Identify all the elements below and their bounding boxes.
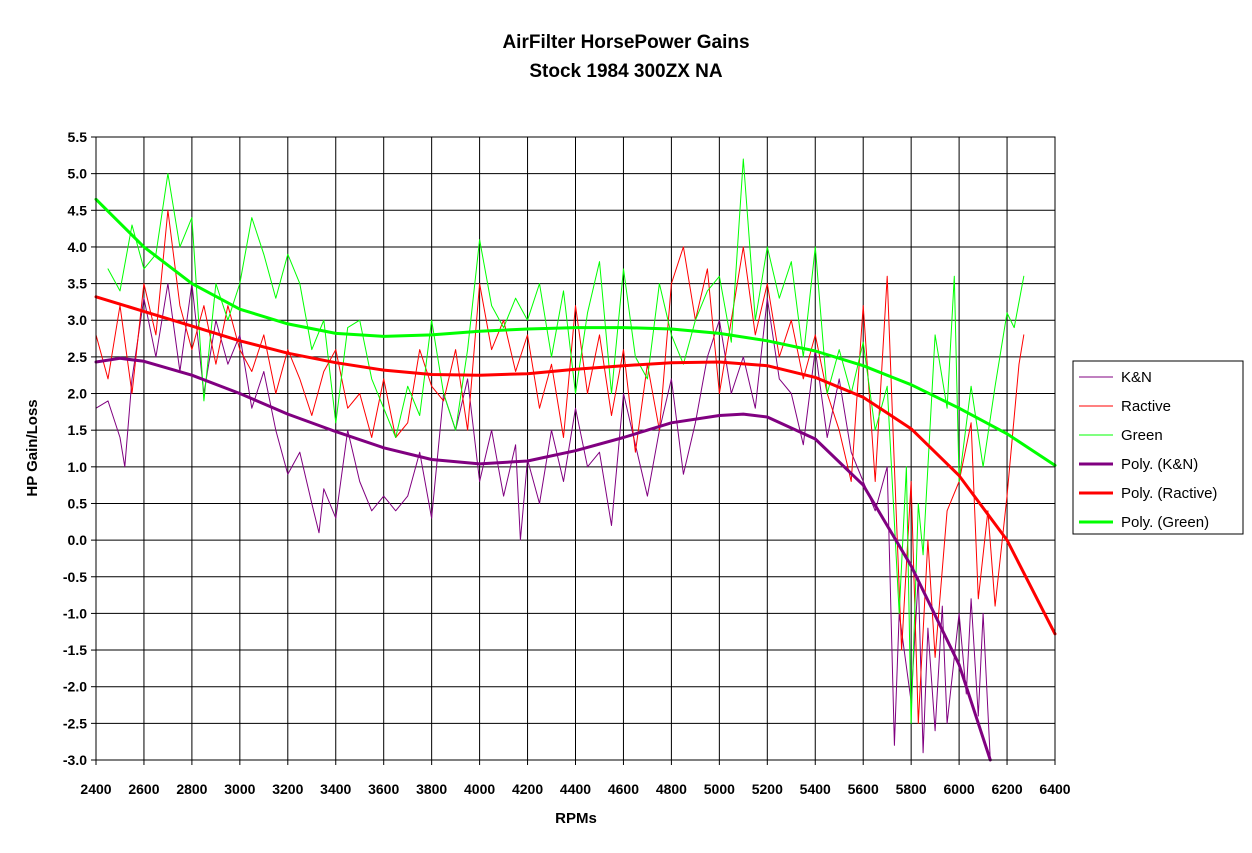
y-tick-label: 2.5: [68, 349, 88, 365]
x-tick-label: 5200: [752, 781, 783, 797]
legend-box: [1072, 360, 1244, 535]
y-tick-label: 5.0: [68, 166, 88, 182]
x-tick-label: 4000: [464, 781, 495, 797]
x-tick-label: 4800: [656, 781, 687, 797]
x-tick-label: 2600: [128, 781, 159, 797]
legend-label: Poly. (Ractive): [1121, 485, 1217, 502]
grid-lines: [95, 136, 1056, 761]
chart-title: AirFilter HorsePower Gains: [502, 32, 749, 53]
x-tick-label: 5800: [896, 781, 927, 797]
x-tick-label: 4400: [560, 781, 591, 797]
x-axis-label: RPMs: [555, 810, 597, 827]
y-axis-label: HP Gain/Loss: [24, 399, 41, 496]
x-tick-label: 6200: [991, 781, 1022, 797]
legend: K&N Ractive Green Poly. (K&N) Poly. (Ractive…: [1072, 360, 1244, 535]
y-tick-label: -1.0: [63, 605, 87, 621]
y-tick-label: 4.5: [68, 202, 88, 218]
chart-subtitle: Stock 1984 300ZX NA: [529, 61, 723, 82]
y-tick-label: -0.5: [63, 569, 87, 585]
y-tick-label: 1.5: [68, 422, 88, 438]
y-tick-label: 4.0: [68, 239, 88, 255]
x-tick-label: 3400: [320, 781, 351, 797]
x-tick-label: 6000: [944, 781, 975, 797]
x-tick-label: 6400: [1039, 781, 1070, 797]
x-tick-label: 2800: [176, 781, 207, 797]
x-tick-label: 3200: [272, 781, 303, 797]
y-tick-label: 5.5: [68, 129, 88, 145]
x-axis-ticks: 2400 2600 2800 3000 3200 3400 3600 3800 4000 4200…: [80, 760, 1071, 797]
series-line-poly-k-n: [94, 356, 992, 762]
legend-label: Poly. (Green): [1121, 514, 1209, 531]
series-line-poly-ractive: [94, 295, 1057, 636]
legend-items: K&N Ractive Green Poly. (K&N) Poly. (Ractive…: [1079, 369, 1217, 531]
plot-border: [95, 136, 1056, 761]
x-tick-label: 5600: [848, 781, 879, 797]
y-tick-label: -2.0: [63, 679, 87, 695]
x-tick-label: 4200: [512, 781, 543, 797]
x-tick-label: 3600: [368, 781, 399, 797]
y-tick-label: 3.5: [68, 276, 88, 292]
y-tick-label: 2.0: [68, 386, 88, 402]
x-tick-label: 3000: [224, 781, 255, 797]
series-line-green: [107, 158, 1025, 724]
y-tick-label: -2.5: [63, 715, 87, 731]
y-tick-label: -1.5: [63, 642, 87, 658]
x-tick-label: 5000: [704, 781, 735, 797]
y-tick-label: 1.0: [68, 459, 88, 475]
series-line-ractive: [95, 209, 1025, 724]
y-tick-label: 0.0: [68, 532, 88, 548]
y-tick-label: -3.0: [63, 752, 87, 768]
legend-label: Poly. (K&N): [1121, 456, 1198, 473]
legend-label: K&N: [1121, 369, 1152, 386]
y-tick-label: 0.5: [68, 495, 88, 511]
x-tick-label: 5400: [800, 781, 831, 797]
y-axis-ticks: 5.5 5.0 4.5 4.0 3.5 3.0 2.5 2.0 1.5 1.0 0.5 0.0 -0.5…: [63, 129, 96, 768]
x-tick-label: 2400: [80, 781, 111, 797]
series-lines: [94, 158, 1057, 762]
series-line-poly-green: [94, 197, 1057, 467]
legend-label: Ractive: [1121, 398, 1171, 415]
legend-label: Green: [1121, 427, 1163, 444]
y-tick-label: 3.0: [68, 312, 88, 328]
series-line-k-n: [95, 283, 991, 761]
x-tick-label: 4600: [608, 781, 639, 797]
x-tick-label: 3800: [416, 781, 447, 797]
